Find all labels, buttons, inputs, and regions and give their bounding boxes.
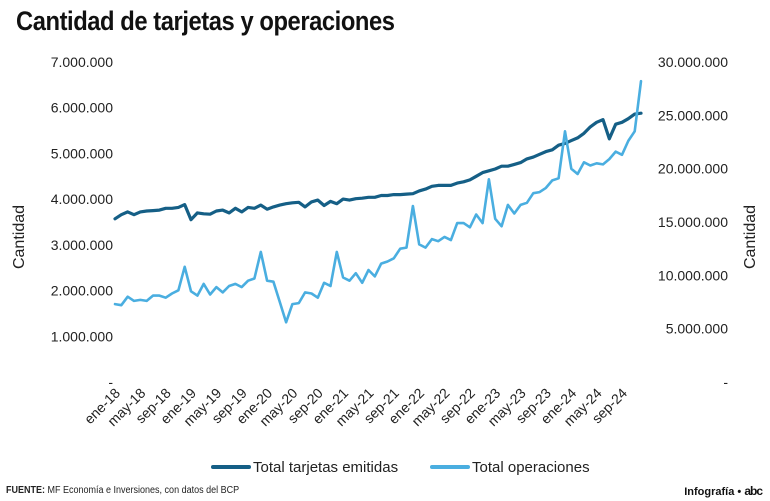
legend-label: Total tarjetas emitidas bbox=[253, 459, 398, 476]
credit: Infografía • abc bbox=[684, 484, 763, 498]
y-right-tick-label: 10.000.000 bbox=[658, 267, 728, 283]
y-right-tick-label: 15.000.000 bbox=[658, 214, 728, 230]
source-note: FUENTE: MF Economía e Inversiones, con d… bbox=[6, 485, 239, 496]
y-left-axis-label: Cantidad bbox=[11, 205, 28, 269]
y-left-tick-label: 4.000.000 bbox=[51, 191, 113, 207]
abc-logo: abc bbox=[744, 484, 763, 498]
y-left-tick-label: 6.000.000 bbox=[51, 100, 113, 116]
y-left-tick-label: 5.000.000 bbox=[51, 145, 113, 161]
series-line-tarjetas bbox=[113, 111, 643, 222]
y-left-tick-label: 1.000.000 bbox=[51, 328, 113, 344]
y-left-tick-label: - bbox=[108, 374, 113, 390]
y-left-tick-label: 3.000.000 bbox=[51, 237, 113, 253]
source-label: FUENTE: bbox=[6, 485, 46, 496]
y-right-tick-label: 5.000.000 bbox=[666, 321, 728, 337]
legend-label: Total operaciones bbox=[472, 459, 590, 476]
credit-text: Infografía • bbox=[684, 486, 742, 498]
y-right-axis-label: Cantidad bbox=[742, 205, 759, 269]
y-right-tick-label: 25.000.000 bbox=[658, 107, 728, 123]
source-text: MF Economía e Inversiones, con datos del… bbox=[45, 485, 240, 496]
series-line-operaciones bbox=[113, 79, 643, 324]
y-left-tick-label: 2.000.000 bbox=[51, 283, 113, 299]
y-right-tick-label: 20.000.000 bbox=[658, 161, 728, 177]
y-left-tick-label: 7.000.000 bbox=[51, 54, 113, 70]
chart-title: Cantidad de tarjetas y operaciones bbox=[16, 6, 395, 36]
y-right-tick-label: - bbox=[723, 374, 728, 390]
y-right-tick-label: 30.000.000 bbox=[658, 54, 728, 70]
